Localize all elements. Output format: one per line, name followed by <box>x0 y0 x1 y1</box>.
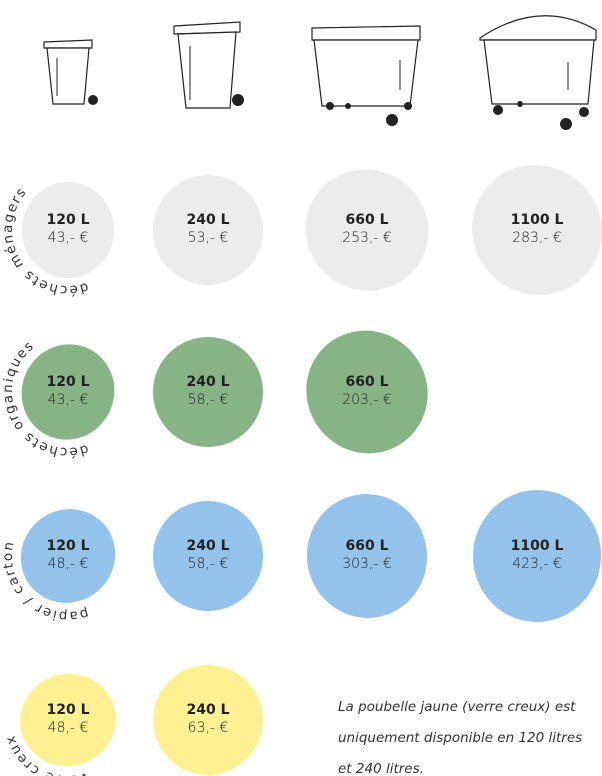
volume: 660 L <box>345 212 388 228</box>
price: 303,- € <box>342 556 392 572</box>
price: 58,- € <box>188 392 229 408</box>
volume: 120 L <box>46 374 89 390</box>
page: 120 L 43,- € 240 L 53,- € 660 L 253,- € 1100 L… <box>0 0 602 776</box>
price: 203,- € <box>342 392 392 408</box>
infographic: 120 L 43,- € 240 L 53,- € 660 L 253,- € 1100 L… <box>0 0 602 776</box>
price: 63,- € <box>188 720 229 736</box>
volume: 1100 L <box>511 212 564 228</box>
volume: 120 L <box>46 538 89 554</box>
volume: 1100 L <box>511 538 564 554</box>
container-1100 <box>480 16 596 130</box>
price: 283,- € <box>512 230 562 246</box>
price: 48,- € <box>48 556 89 572</box>
price: 253,- € <box>342 230 392 246</box>
volume: 240 L <box>186 212 229 228</box>
price: 48,- € <box>48 720 89 736</box>
container-660 <box>312 26 420 126</box>
volume: 660 L <box>345 374 388 390</box>
volume: 120 L <box>46 702 89 718</box>
price: 43,- € <box>48 392 89 408</box>
bin-240 <box>174 22 244 108</box>
bin-120 <box>44 40 98 105</box>
price: 58,- € <box>188 556 229 572</box>
price: 53,- € <box>188 230 229 246</box>
price: 423,- € <box>512 556 562 572</box>
volume: 240 L <box>186 538 229 554</box>
price: 43,- € <box>48 230 89 246</box>
volume: 120 L <box>46 212 89 228</box>
note: La poubelle jaune (verre creux) est uniq… <box>338 692 600 776</box>
volume: 240 L <box>186 374 229 390</box>
volume: 240 L <box>186 702 229 718</box>
volume: 660 L <box>345 538 388 554</box>
